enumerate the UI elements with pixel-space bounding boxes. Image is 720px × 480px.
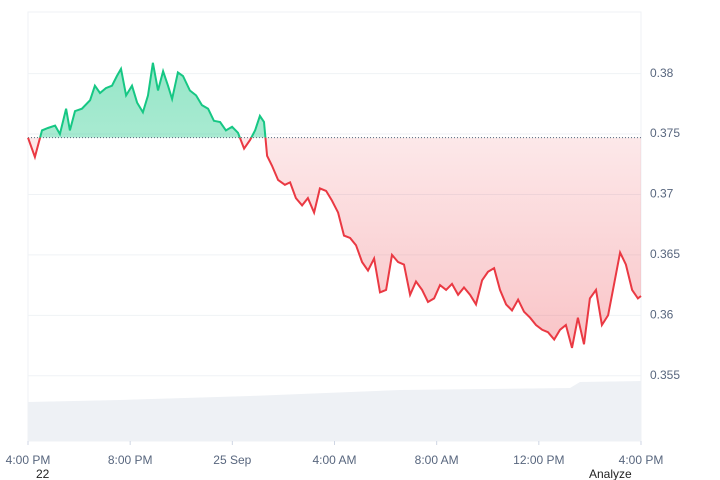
area-up bbox=[40, 62, 266, 138]
area-down bbox=[28, 137, 641, 348]
y-tick-label: 0.37 bbox=[650, 187, 674, 201]
y-tick-label: 0.38 bbox=[650, 66, 674, 80]
x-tick-label: 8:00 PM bbox=[108, 453, 153, 467]
footnote: 22 bbox=[36, 467, 50, 480]
x-tick-label: 4:00 PM bbox=[6, 453, 51, 467]
x-tick-label: 8:00 AM bbox=[415, 453, 459, 467]
y-tick-label: 0.36 bbox=[650, 307, 674, 321]
x-tick-label: 4:00 PM bbox=[619, 453, 664, 467]
x-tick-label: 25 Sep bbox=[213, 453, 251, 467]
volume-band bbox=[28, 381, 641, 441]
y-tick-label: 0.375 bbox=[650, 126, 680, 140]
y-tick-label: 0.355 bbox=[650, 368, 680, 382]
x-tick-label: 12:00 PM bbox=[513, 453, 564, 467]
price-line-up bbox=[28, 62, 267, 138]
price-line-down bbox=[27, 137, 642, 349]
x-tick-label: 4:00 AM bbox=[312, 453, 356, 467]
analyze-button[interactable]: Analyze bbox=[589, 467, 632, 480]
y-tick-label: 0.365 bbox=[650, 247, 680, 261]
